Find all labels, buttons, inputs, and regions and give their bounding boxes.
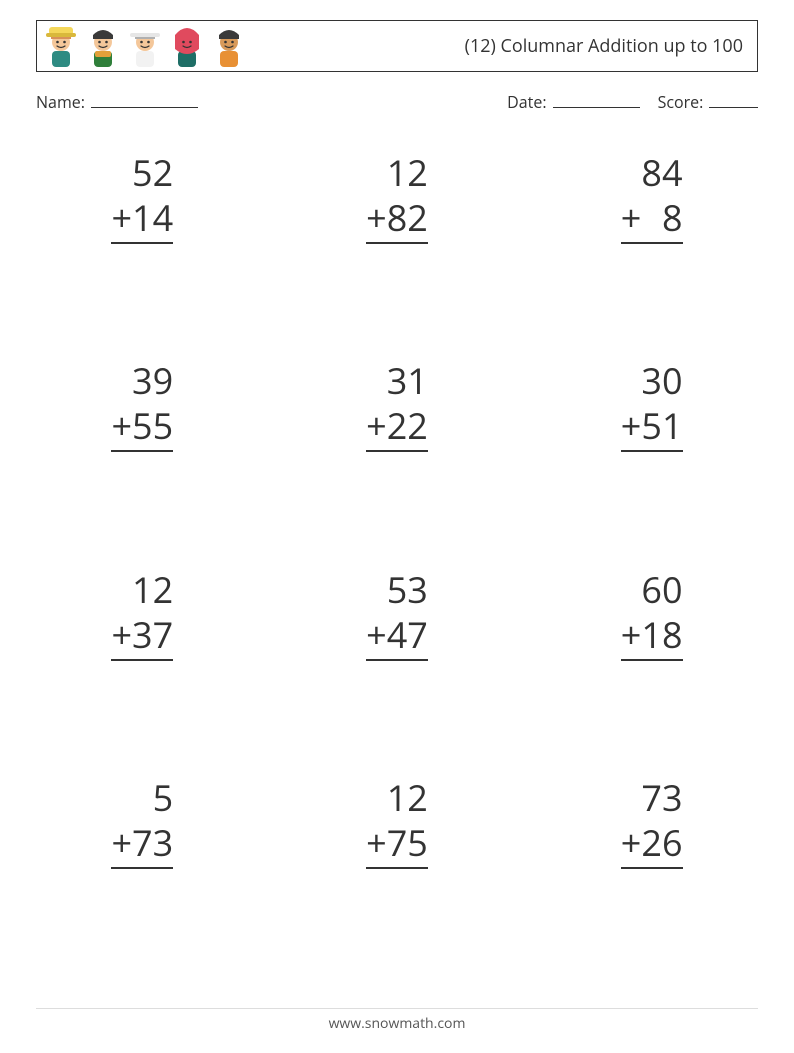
avatar-boy-scarf-icon xyxy=(85,25,121,67)
problem-9-bottom: +18 xyxy=(621,612,683,657)
problem-2-bottom: +82 xyxy=(366,195,428,240)
date-blank[interactable] xyxy=(553,90,641,108)
problems-grid: 52 +14 12 +82 84 + 8 39 +55 31 +22 30 +5… xyxy=(60,140,734,943)
problem-4: 39 +55 xyxy=(60,358,225,526)
problem-9-underline xyxy=(621,659,683,661)
avatar-row xyxy=(43,21,247,71)
footer-divider xyxy=(36,1008,758,1009)
name-label: Name: xyxy=(36,91,85,113)
problem-11: 12 +75 xyxy=(315,775,480,943)
avatar-boy-scarf xyxy=(85,25,121,67)
problem-11-underline xyxy=(366,867,428,869)
problem-6-bottom: +51 xyxy=(621,403,683,448)
problem-1: 52 +14 xyxy=(60,150,225,318)
problem-6: 30 +51 xyxy=(569,358,734,526)
problem-8-bottom: +47 xyxy=(366,612,428,657)
problem-9-top: 60 xyxy=(621,567,683,612)
problem-11-stack: 12 +75 xyxy=(366,775,428,869)
problem-12: 73 +26 xyxy=(569,775,734,943)
score-label: Score: xyxy=(658,91,704,113)
problem-4-top: 39 xyxy=(111,358,173,403)
problem-8: 53 +47 xyxy=(315,567,480,735)
problem-12-stack: 73 +26 xyxy=(621,775,683,869)
problem-3-underline xyxy=(621,242,683,244)
problem-7-stack: 12 +37 xyxy=(111,567,173,661)
avatar-farmer-icon xyxy=(43,25,79,67)
problem-1-bottom: +14 xyxy=(111,195,173,240)
problem-7-bottom: +37 xyxy=(111,612,173,657)
problem-2-underline xyxy=(366,242,428,244)
meta-row: Name: Date: Score: xyxy=(36,90,758,113)
problem-12-top: 73 xyxy=(621,775,683,820)
problem-10: 5 +73 xyxy=(60,775,225,943)
problem-8-underline xyxy=(366,659,428,661)
problem-5: 31 +22 xyxy=(315,358,480,526)
problem-9: 60 +18 xyxy=(569,567,734,735)
problem-2-stack: 12 +82 xyxy=(366,150,428,244)
problem-12-bottom: +26 xyxy=(621,820,683,865)
date-label: Date: xyxy=(507,91,546,113)
problem-2-top: 12 xyxy=(366,150,428,195)
score-blank[interactable] xyxy=(709,90,758,108)
problem-3-bottom: + 8 xyxy=(621,195,683,240)
problem-5-underline xyxy=(366,450,428,452)
worksheet-title: (12) Columnar Addition up to 100 xyxy=(465,34,743,58)
problem-8-top: 53 xyxy=(366,567,428,612)
problem-12-underline xyxy=(621,867,683,869)
problem-3-stack: 84 + 8 xyxy=(621,150,683,244)
problem-11-top: 12 xyxy=(366,775,428,820)
avatar-hijab-icon xyxy=(169,25,205,67)
problem-1-underline xyxy=(111,242,173,244)
problem-3: 84 + 8 xyxy=(569,150,734,318)
problem-4-bottom: +55 xyxy=(111,403,173,448)
problem-6-top: 30 xyxy=(621,358,683,403)
problem-8-stack: 53 +47 xyxy=(366,567,428,661)
problem-3-top: 84 xyxy=(621,150,683,195)
problem-5-bottom: +22 xyxy=(366,403,428,448)
avatar-farmer xyxy=(43,25,79,67)
problem-6-underline xyxy=(621,450,683,452)
problem-4-underline xyxy=(111,450,173,452)
problem-11-bottom: +75 xyxy=(366,820,428,865)
problem-10-bottom: +73 xyxy=(111,820,173,865)
problem-1-stack: 52 +14 xyxy=(111,150,173,244)
name-blank[interactable] xyxy=(91,90,198,108)
avatar-boy-orange xyxy=(211,25,247,67)
problem-10-underline xyxy=(111,867,173,869)
problem-7-underline xyxy=(111,659,173,661)
problem-4-stack: 39 +55 xyxy=(111,358,173,452)
problem-6-stack: 30 +51 xyxy=(621,358,683,452)
avatar-chef xyxy=(127,25,163,67)
worksheet-header: (12) Columnar Addition up to 100 xyxy=(36,20,758,72)
problem-2: 12 +82 xyxy=(315,150,480,318)
problem-5-stack: 31 +22 xyxy=(366,358,428,452)
problem-7-top: 12 xyxy=(111,567,173,612)
avatar-chef-icon xyxy=(127,25,163,67)
problem-7: 12 +37 xyxy=(60,567,225,735)
problem-9-stack: 60 +18 xyxy=(621,567,683,661)
problem-10-stack: 5 +73 xyxy=(111,775,173,869)
problem-10-top: 5 xyxy=(111,775,173,820)
avatar-boy-orange-icon xyxy=(211,25,247,67)
avatar-hijab xyxy=(169,25,205,67)
problem-5-top: 31 xyxy=(366,358,428,403)
problem-1-top: 52 xyxy=(111,150,173,195)
footer-text: www.snowmath.com xyxy=(0,1014,794,1033)
